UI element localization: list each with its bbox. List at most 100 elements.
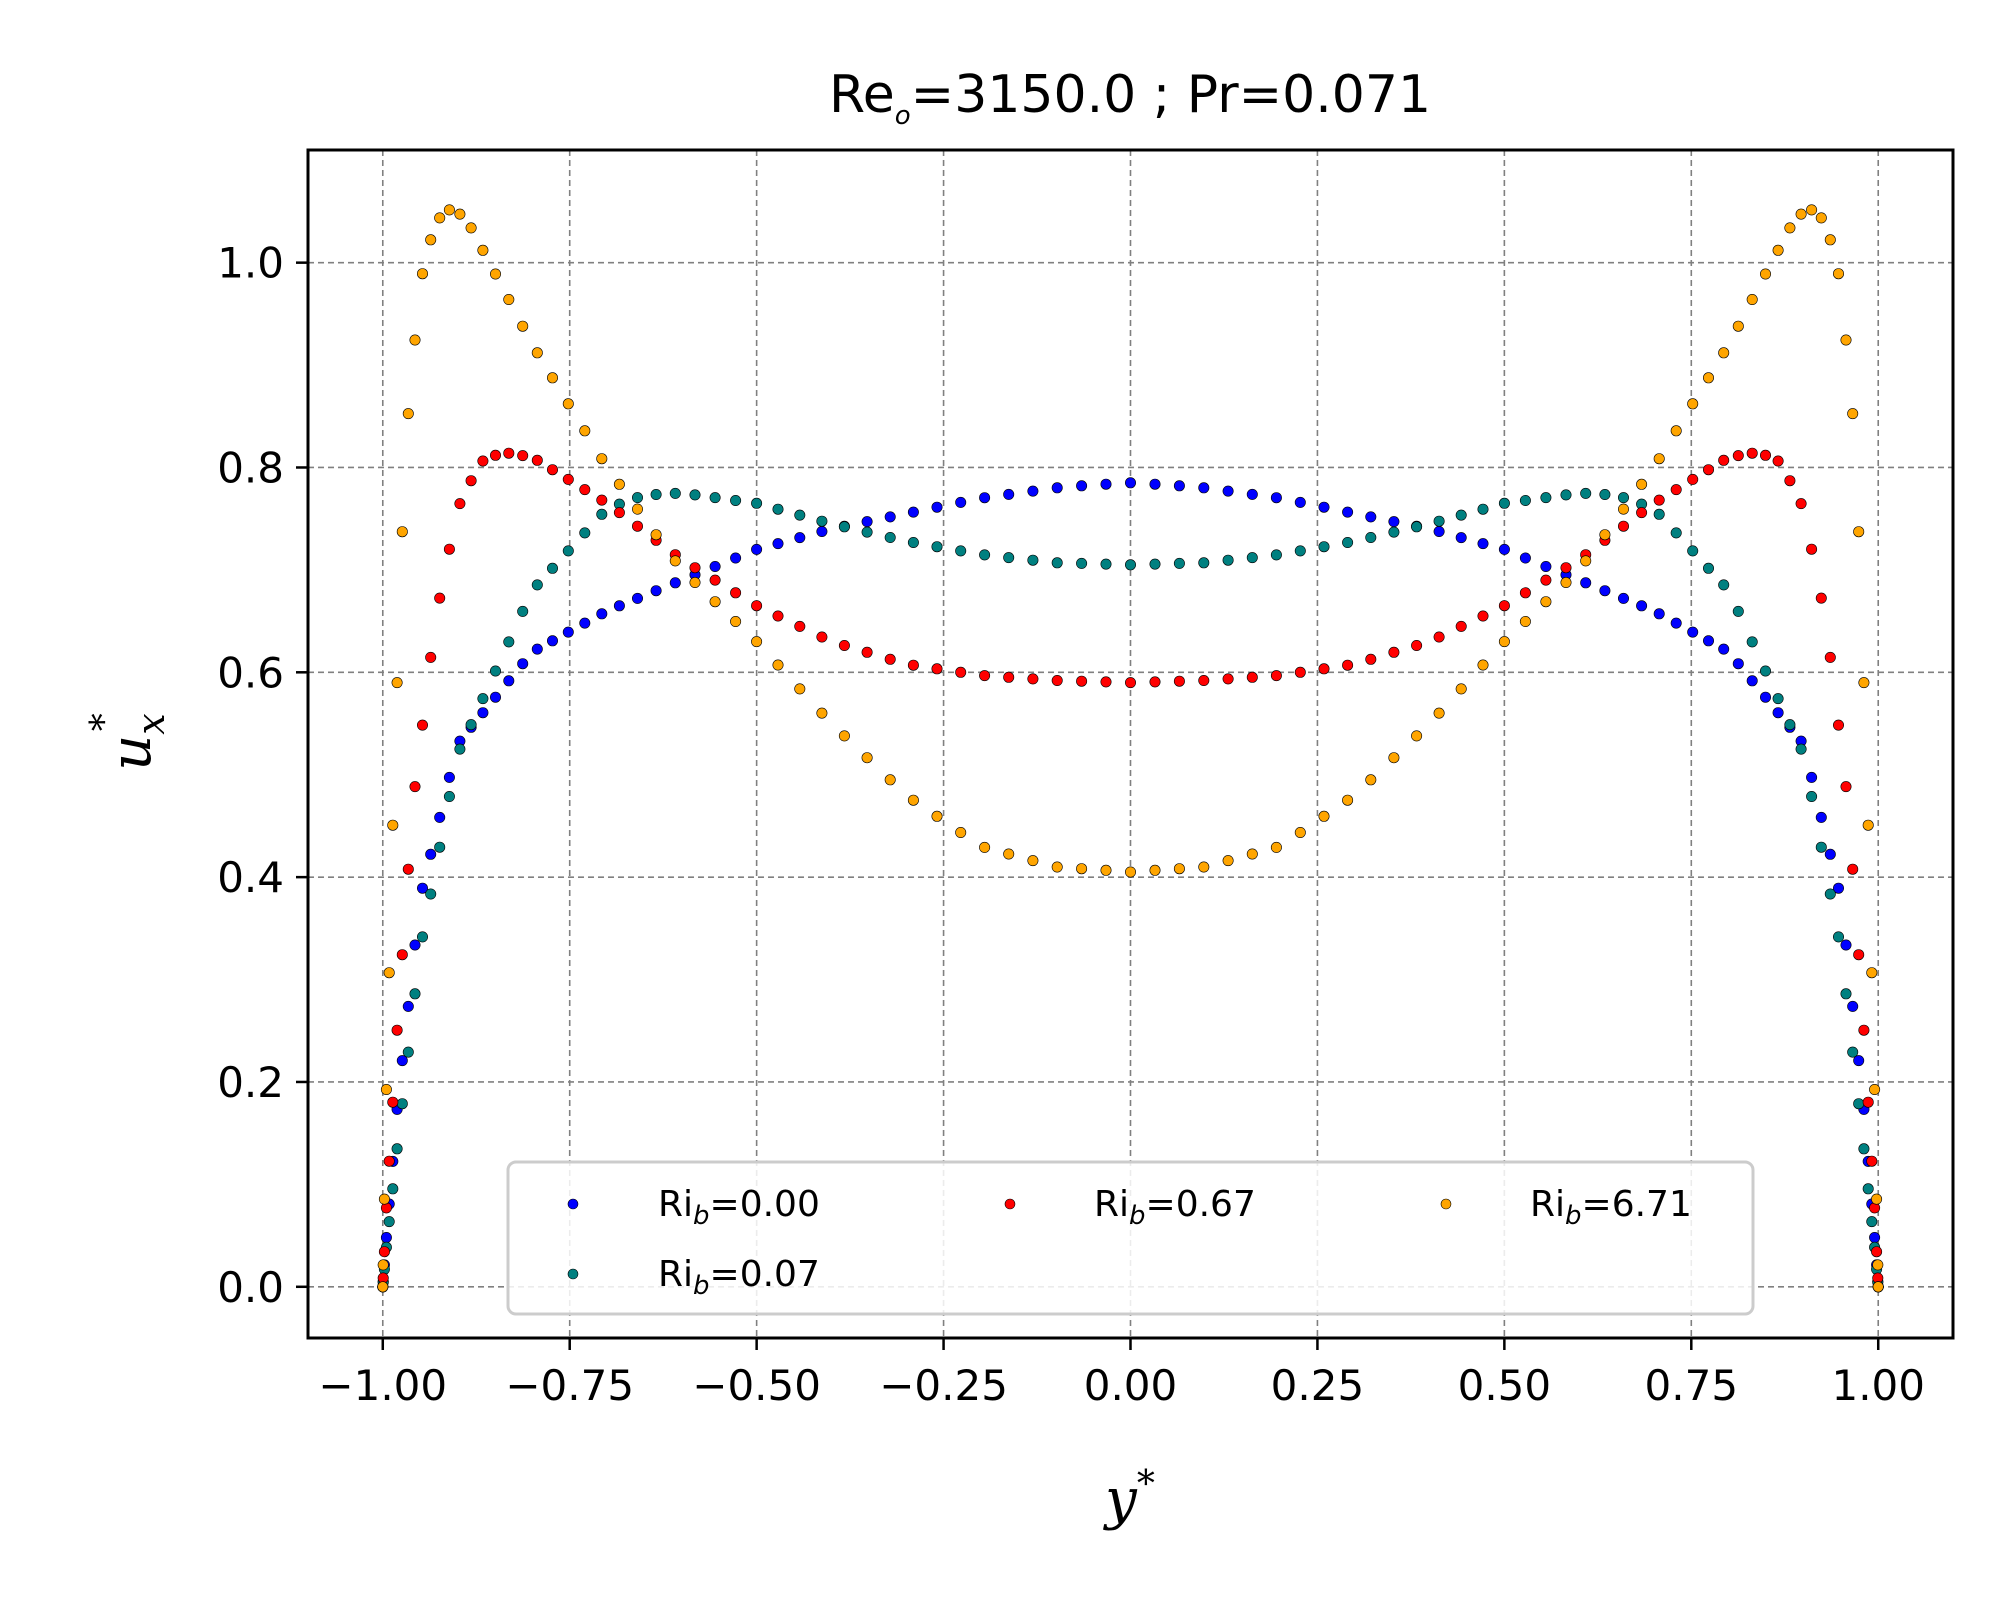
data-point [384,1156,394,1166]
data-point [1076,676,1086,686]
data-point [532,580,542,590]
data-point [632,492,642,502]
legend-label-0-sub: b [693,1201,710,1231]
data-point [1052,675,1062,685]
data-point [1719,455,1729,465]
data-point [932,811,942,821]
data-point [1796,209,1806,219]
data-point [1636,507,1646,517]
x-axis-label-sup: * [1137,1464,1155,1505]
data-point [1873,1260,1883,1270]
data-point [444,205,454,215]
data-point [956,546,966,556]
data-point [1760,666,1770,676]
data-point [1848,408,1858,418]
data-point [1841,989,1851,999]
data-point [1867,968,1877,978]
data-point [651,586,661,596]
data-point [392,1025,402,1035]
data-point [426,235,436,245]
x-tick-label: 0.50 [1458,1361,1552,1410]
data-point [690,490,700,500]
data-point [710,597,720,607]
y-axis-label-sup: * [84,713,125,731]
data-point [795,684,805,694]
data-point [1478,504,1488,514]
data-point [580,484,590,494]
data-point [1833,720,1843,730]
data-point [392,677,402,687]
data-point [1747,676,1757,686]
data-point [1456,510,1466,520]
data-point [504,294,514,304]
data-point [466,223,476,233]
x-tick-label: 0.25 [1271,1361,1365,1410]
data-point [435,812,445,822]
data-point [1366,775,1376,785]
data-point [580,618,590,628]
data-point [773,660,783,670]
data-point [1859,677,1869,687]
data-point [547,373,557,383]
data-point [1223,555,1233,565]
data-point [1796,498,1806,508]
data-point [1366,654,1376,664]
data-point [1223,486,1233,496]
data-point [908,507,918,517]
data-point [1434,708,1444,718]
data-point [1411,640,1421,650]
data-point [817,516,827,526]
data-point [1816,213,1826,223]
data-point [1863,1184,1873,1194]
data-point [1859,1144,1869,1154]
data-point [1101,865,1111,875]
data-point [597,509,607,519]
data-point [1199,558,1209,568]
data-point [1618,492,1628,502]
data-point [979,493,989,503]
data-point [1719,580,1729,590]
data-point [1223,855,1233,865]
legend-label-0-suffix: =0.00 [710,1184,820,1225]
data-point [1654,495,1664,505]
data-point [670,578,680,588]
data-point [1833,269,1843,279]
data-point [1719,348,1729,358]
legend-label-3: Rib=6.71 [1530,1184,1692,1231]
data-point [417,269,427,279]
x-tick-label: 0.75 [1645,1361,1739,1410]
chart-title-prefix: Re [829,65,895,125]
data-point [1366,532,1376,542]
data-point [435,213,445,223]
data-point [1223,674,1233,684]
data-point [751,636,761,646]
data-point [563,627,573,637]
data-point [381,1232,391,1242]
data-point [632,521,642,531]
data-point [435,842,445,852]
data-point [1760,450,1770,460]
data-point [1773,708,1783,718]
data-point [1841,781,1851,791]
data-point [1004,552,1014,562]
data-point [1863,820,1873,830]
data-point [388,1184,398,1194]
data-point [1101,559,1111,569]
data-point [773,538,783,548]
data-point [1247,552,1257,562]
data-point [1150,677,1160,687]
y-tick-label: 0.8 [217,443,284,492]
data-point [1654,454,1664,464]
data-point [1733,659,1743,669]
x-tick-label: 1.00 [1831,1361,1925,1410]
data-point [979,842,989,852]
x-tick-label: 0.00 [1084,1361,1178,1410]
data-point [751,544,761,554]
data-point [1520,588,1530,598]
data-point [378,1260,388,1270]
legend-label-0: Rib=0.00 [658,1184,820,1231]
data-point [547,465,557,475]
data-point [1295,667,1305,677]
data-point [1076,558,1086,568]
